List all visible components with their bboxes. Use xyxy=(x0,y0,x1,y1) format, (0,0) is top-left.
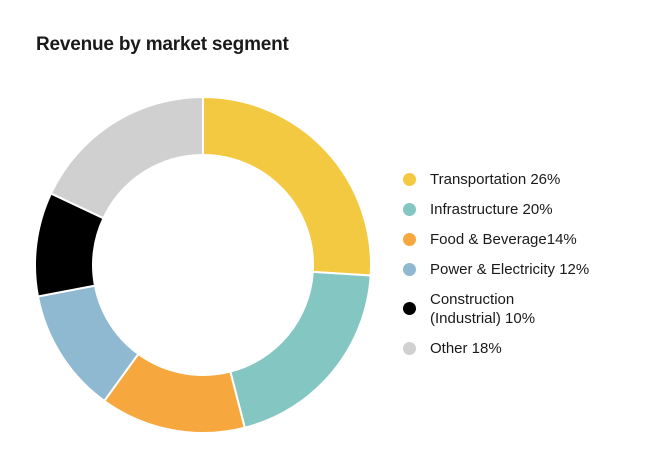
legend-label: Construction (Industrial) 10% xyxy=(430,291,536,327)
legend-swatch xyxy=(403,203,416,216)
chart-title: Revenue by market segment xyxy=(36,34,289,55)
legend-label: Other 18% xyxy=(430,340,502,357)
legend-swatch xyxy=(403,173,416,186)
legend-label: Food & Beverage14% xyxy=(430,231,577,248)
slice-transportation xyxy=(202,95,372,277)
legend-swatch xyxy=(403,263,416,276)
donut-chart xyxy=(34,95,372,434)
legend-item: Construction (Industrial) 10% xyxy=(403,290,589,328)
legend-swatch xyxy=(403,302,416,315)
legend-item: Power & Electricity 12% xyxy=(403,260,589,279)
legend-swatch xyxy=(403,342,416,355)
legend-item: Transportation 26% xyxy=(403,170,589,189)
slice-infrastructure xyxy=(229,270,372,429)
legend-label: Infrastructure 20% xyxy=(430,201,553,218)
slice-other xyxy=(49,95,204,220)
legend-item: Other 18% xyxy=(403,339,589,358)
legend-label: Transportation 26% xyxy=(430,171,561,188)
legend: Transportation 26% Infrastructure 20% Food… xyxy=(403,170,589,369)
legend-item: Food & Beverage14% xyxy=(403,230,589,249)
legend-swatch xyxy=(403,233,416,246)
legend-label: Power & Electricity 12% xyxy=(430,261,590,278)
legend-item: Infrastructure 20% xyxy=(403,200,589,219)
